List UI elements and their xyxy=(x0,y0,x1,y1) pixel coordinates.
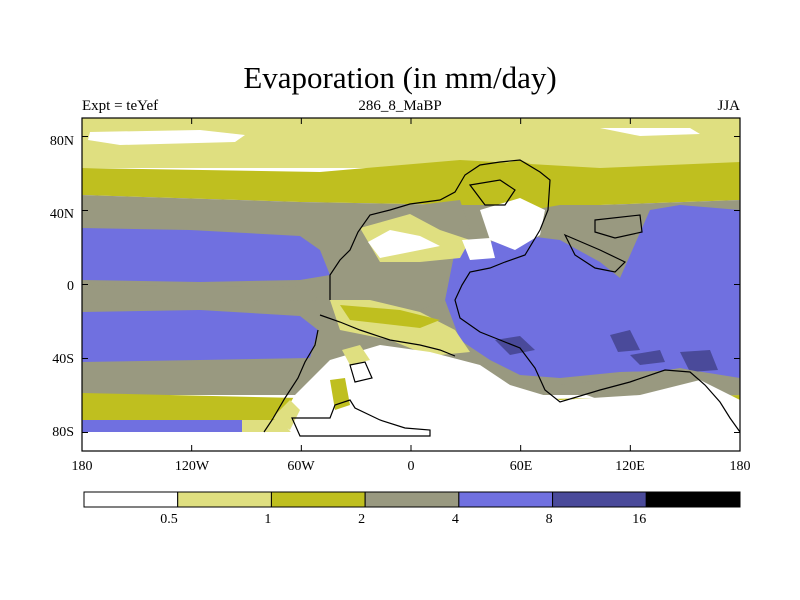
land-outlines xyxy=(263,159,741,437)
experiment-label: Expt = teYef xyxy=(82,98,159,114)
lat-label-80n: 80N xyxy=(50,134,74,149)
colorbar-swatch xyxy=(177,491,272,508)
southern-light-edge xyxy=(272,400,300,430)
pacific-gray-streak xyxy=(82,285,320,303)
east-dark-blue-4 xyxy=(630,350,665,365)
lat-label-0: 0 xyxy=(67,279,74,294)
colorbar-label: 1 xyxy=(264,512,271,527)
season-label: JJA xyxy=(717,98,740,114)
southern-light-patch xyxy=(342,345,370,365)
outline-south-lake xyxy=(349,361,373,383)
colorbar-label: 2 xyxy=(358,512,365,527)
lon-label-60w: 60W xyxy=(287,459,315,474)
outline-south-land xyxy=(263,329,319,433)
period-label: 286_8_MaBP xyxy=(358,98,442,114)
outline-southwest xyxy=(319,314,456,357)
lon-label-120e: 120E xyxy=(615,459,645,474)
east-dark-blue-2 xyxy=(610,330,640,352)
lat-label-80s: 80S xyxy=(52,425,74,440)
arctic-white-patch xyxy=(88,130,245,145)
colorbar-label: 8 xyxy=(546,512,553,527)
lon-label-180e: 180 xyxy=(730,459,751,474)
map-title: Evaporation (in mm/day) xyxy=(243,60,557,95)
outline-east-island xyxy=(594,214,643,239)
east-dark-blue-3 xyxy=(680,350,718,372)
colorbar-swatch xyxy=(645,491,741,508)
outline-islands xyxy=(291,399,431,437)
colorbar: 0.5 1 2 4 8 16 xyxy=(83,491,741,527)
east-blue-region xyxy=(445,205,740,378)
colorbar-label: 4 xyxy=(452,512,459,527)
far-west-blue-block xyxy=(82,420,242,432)
south-pacific-blue xyxy=(82,310,318,362)
colorbar-swatch xyxy=(552,491,647,508)
tick-marks xyxy=(81,118,741,451)
colorbar-swatch xyxy=(270,491,366,508)
lat-label-40n: 40N xyxy=(50,207,74,222)
north-continent-white xyxy=(480,198,545,250)
colorbar-swatch xyxy=(364,491,460,508)
outline-inner-lake xyxy=(468,179,516,206)
evaporation-field xyxy=(82,118,740,451)
west-continent-olive-2 xyxy=(340,305,440,328)
band-north-olive xyxy=(82,160,740,205)
north-continent-white-2 xyxy=(462,238,495,260)
lon-label-180w: 180 xyxy=(72,459,93,474)
lat-label-40s: 40S xyxy=(52,352,74,367)
west-continent-white xyxy=(368,230,440,258)
lon-label-0: 0 xyxy=(408,459,415,474)
colorbar-label: 0.5 xyxy=(160,512,178,527)
lon-label-120w: 120W xyxy=(175,459,210,474)
southern-white-land xyxy=(280,345,740,445)
lon-label-60e: 60E xyxy=(510,459,533,474)
arctic-white-patch-east xyxy=(600,128,700,136)
colorbar-label: 16 xyxy=(632,512,646,527)
outline-west-continent xyxy=(329,159,741,433)
outline-east-peninsula xyxy=(563,233,627,273)
north-pacific-blue xyxy=(82,228,330,282)
colorbar-swatch xyxy=(83,491,179,508)
colorbar-swatch xyxy=(458,491,554,508)
